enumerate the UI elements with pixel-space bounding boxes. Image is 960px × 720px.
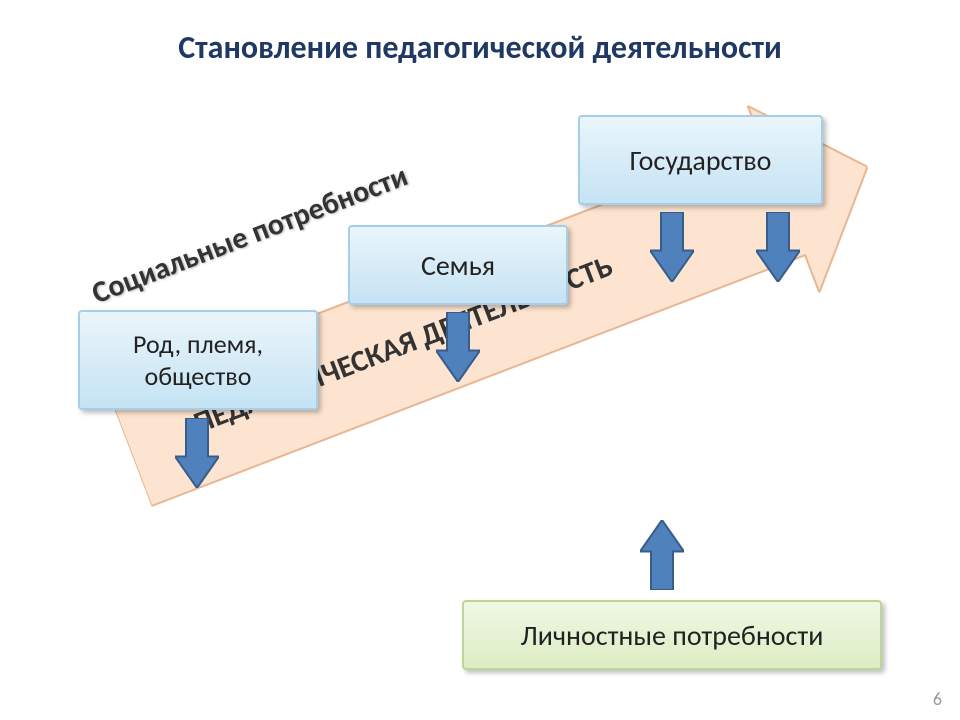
arrow-from-clan — [175, 418, 219, 488]
arrow-from-personal — [640, 520, 684, 590]
page-title: Становление педагогической деятельности — [0, 28, 960, 67]
page-number: 6 — [933, 688, 942, 710]
box-clan-label: Род, племя, общество — [90, 328, 306, 392]
box-family: Семья — [348, 225, 568, 305]
box-family-label: Семья — [421, 248, 495, 283]
arrow-from-state-1 — [650, 212, 694, 282]
arrow-from-family — [436, 312, 480, 382]
box-state-label: Государство — [630, 143, 772, 178]
box-clan: Род, племя, общество — [78, 310, 318, 410]
box-personal: Личностные потребности — [462, 600, 882, 670]
box-state: Государство — [578, 115, 823, 205]
arrow-from-state-2 — [756, 212, 800, 282]
box-personal-label: Личностные потребности — [521, 618, 824, 653]
